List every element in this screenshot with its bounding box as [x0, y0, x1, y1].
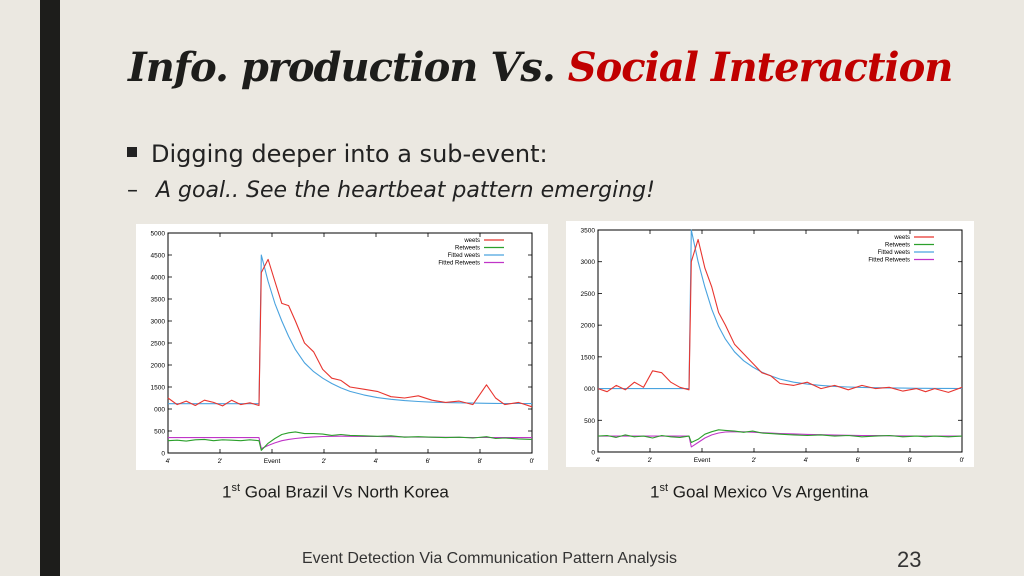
y-tick-label: 1500 [581, 354, 596, 361]
y-tick-label: 2500 [151, 341, 166, 348]
series-line-fitted-tweets [598, 229, 963, 390]
plot-frame [597, 229, 963, 453]
bullet-main: Digging deeper into a sub-event: [127, 140, 548, 168]
y-tick-label: 3500 [151, 297, 166, 304]
y-tick-label: 3000 [151, 319, 166, 326]
square-bullet-icon [127, 147, 137, 157]
legend-label: Fitted Retweets [438, 261, 480, 267]
title-part1: Info. production Vs. [128, 44, 556, 91]
slide-title: Info. production Vs. Social Interaction [128, 44, 954, 91]
x-tick-label: Event [694, 457, 711, 464]
caption2-text: Goal Mexico Vs Argentina [672, 482, 869, 502]
y-tick-label: 1500 [151, 385, 166, 392]
x-tick-label: 0' [960, 457, 965, 464]
y-tick-label: 000 [154, 407, 165, 414]
bullet-sub-text: A goal.. See the heartbeat pattern emerg… [156, 178, 655, 203]
x-tick-label: Event [264, 458, 281, 465]
series-line-retweets [597, 429, 963, 444]
x-tick-label: 4' [374, 458, 379, 465]
y-tick-label: 0 [591, 450, 595, 457]
legend-label: Retweets [455, 246, 480, 252]
x-tick-label: 2' [322, 458, 327, 465]
caption1-text: Goal Brazil Vs North Korea [244, 482, 449, 502]
y-tick-label: 500 [154, 429, 165, 436]
title-part2: Social Interaction [567, 44, 954, 91]
caption1-num: 1 [222, 482, 232, 502]
series-line-fitted-tweets [168, 254, 533, 405]
bullet-sub: – A goal.. See the heartbeat pattern emer… [127, 178, 655, 203]
x-tick-label: 4' [804, 457, 809, 464]
caption2-sup: st [659, 482, 669, 494]
legend-label: Fitted Retweets [868, 258, 910, 264]
legend-label: Fitted weets [448, 253, 480, 259]
y-tick-label: 2000 [581, 323, 596, 330]
legend-label: weets [463, 238, 480, 244]
left-accent-bar [40, 0, 60, 576]
caption1-sup: st [231, 482, 241, 494]
chart-brazil-svg: 0 500 000 1500 2000 2500 3000 3500 4000 4500 5000 4… [151, 231, 535, 466]
x-tick-label: 8' [908, 457, 913, 464]
legend-label: Fitted weets [878, 250, 910, 256]
x-tick-label: 2' [648, 457, 653, 464]
footer-text: Event Detection Via Communication Patter… [302, 550, 678, 567]
y-tick-label: 0 [161, 451, 165, 458]
y-tick-label: 3500 [581, 228, 596, 235]
caption-chart2: 1st Goal Mexico Vs Argentina [650, 482, 868, 503]
y-tick-label: 500 [584, 418, 595, 425]
x-tick-label: 6' [426, 458, 431, 465]
x-tick-label: 4' [596, 457, 601, 464]
y-tick-label: 4000 [151, 275, 166, 282]
caption-chart1: 1st Goal Brazil Vs North Korea [222, 482, 449, 503]
chart-mexico-svg: 0 500 000 1500 2000 2500 3000 3500 4' 2' Event 2' 4'… [581, 228, 965, 465]
caption2-num: 1 [650, 482, 660, 502]
page-number: 23 [897, 547, 922, 572]
x-tick-label: 4' [166, 458, 171, 465]
chart-brazil-north-korea: 0 500 000 1500 2000 2500 3000 3500 4000 4500 5000 4… [136, 224, 548, 470]
x-tick-label: 2' [218, 458, 223, 465]
y-tick-label: 2000 [151, 363, 166, 370]
y-tick-label: 5000 [151, 231, 166, 238]
legend-label: weets [893, 235, 910, 241]
y-tick-label: 4500 [151, 253, 166, 260]
bullet-main-text: Digging deeper into a sub-event: [151, 140, 548, 168]
x-tick-label: 0' [530, 458, 535, 465]
chart-mexico-argentina: 0 500 000 1500 2000 2500 3000 3500 4' 2' Event 2' 4'… [566, 221, 974, 467]
dash-bullet: – [127, 178, 138, 203]
x-tick-label: 8' [478, 458, 483, 465]
y-tick-label: 000 [584, 386, 595, 393]
y-tick-label: 3000 [581, 259, 596, 266]
series-line-tweets [167, 258, 533, 408]
series-line-tweets [597, 238, 963, 393]
x-tick-label: 6' [856, 457, 861, 464]
series-line-retweets [167, 431, 533, 451]
legend-label: Retweets [885, 243, 910, 249]
x-tick-label: 2' [752, 457, 757, 464]
y-tick-label: 2500 [581, 291, 596, 298]
